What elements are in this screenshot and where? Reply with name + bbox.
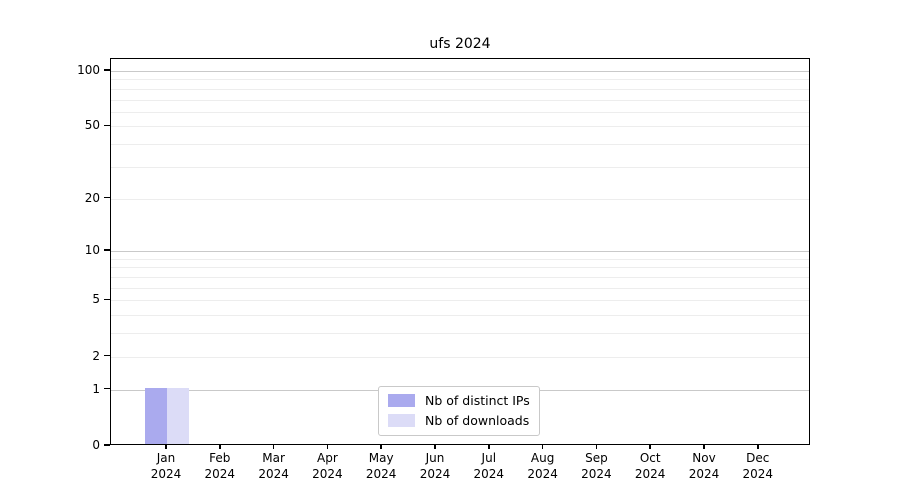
y-tick-label: 100 [77, 62, 100, 77]
x-tick [757, 445, 759, 449]
gridline [111, 70, 809, 72]
y-tick-label: 5 [92, 292, 100, 307]
x-tick-label: Sep 2024 [581, 451, 612, 481]
bar-downloads-jan [167, 387, 189, 444]
x-tick-label: Aug 2024 [527, 451, 558, 481]
x-tick [165, 445, 167, 449]
y-tick-label: 2 [92, 348, 100, 363]
y-tick [104, 444, 110, 446]
gridline [111, 287, 809, 289]
legend-item-downloads: Nb of downloads [388, 413, 530, 428]
y-tick-label: 10 [84, 243, 100, 258]
gridline [111, 356, 809, 358]
x-tick-label: Jan 2024 [150, 451, 182, 481]
x-tick-label: Dec 2024 [742, 451, 774, 481]
y-tick [104, 354, 110, 357]
gridline [111, 79, 809, 81]
gridline [111, 333, 809, 335]
gridline [111, 198, 809, 200]
x-tick [703, 445, 705, 449]
x-tick-label: Nov 2024 [688, 451, 720, 481]
legend: Nb of distinct IPs Nb of downloads [378, 386, 540, 436]
x-tick-label: Apr 2024 [312, 451, 343, 481]
x-tick [434, 445, 436, 449]
y-tick [104, 249, 110, 251]
chart-title: ufs 2024 [429, 36, 491, 52]
y-tick [104, 298, 110, 301]
gridline [111, 99, 809, 101]
gridline [111, 277, 809, 278]
y-tick-label: 50 [84, 118, 100, 133]
x-tick-label: Jul 2024 [473, 451, 505, 481]
x-tick-label: May 2024 [365, 451, 397, 481]
x-tick-label: Oct 2024 [634, 451, 666, 481]
x-tick [595, 445, 598, 449]
gridline [111, 126, 809, 128]
legend-label-downloads: Nb of downloads [425, 413, 530, 428]
gridline [111, 88, 809, 90]
y-tick [104, 387, 110, 390]
gridline [111, 166, 809, 168]
gridline [111, 267, 809, 269]
y-tick [104, 69, 110, 71]
x-tick [488, 445, 490, 449]
x-tick [380, 445, 382, 449]
x-tick-label: Feb 2024 [204, 451, 236, 481]
y-tick [104, 196, 110, 199]
y-tick [104, 124, 110, 127]
plot-area [110, 58, 810, 445]
legend-item-distinct-ips: Nb of distinct IPs [388, 393, 530, 408]
gridline [111, 144, 809, 146]
gridline [111, 111, 809, 113]
y-tick-label: 1 [92, 381, 100, 396]
bar-distinct-ips-jan [145, 387, 167, 444]
gridline [111, 315, 809, 317]
x-tick [219, 445, 221, 449]
y-tick-label: 0 [92, 438, 100, 452]
legend-swatch-distinct-ips [388, 394, 415, 407]
x-tick [326, 445, 329, 449]
gridline [111, 300, 809, 302]
x-tick [272, 445, 275, 449]
legend-swatch-downloads [388, 414, 415, 427]
gridline [111, 258, 809, 260]
legend-label-distinct-ips: Nb of distinct IPs [425, 393, 530, 408]
x-tick [649, 445, 651, 449]
x-tick-label: Mar 2024 [258, 451, 289, 481]
gridline [111, 251, 809, 253]
x-tick-label: Jun 2024 [419, 451, 451, 481]
y-tick-label: 20 [84, 190, 100, 205]
x-tick [541, 445, 544, 449]
